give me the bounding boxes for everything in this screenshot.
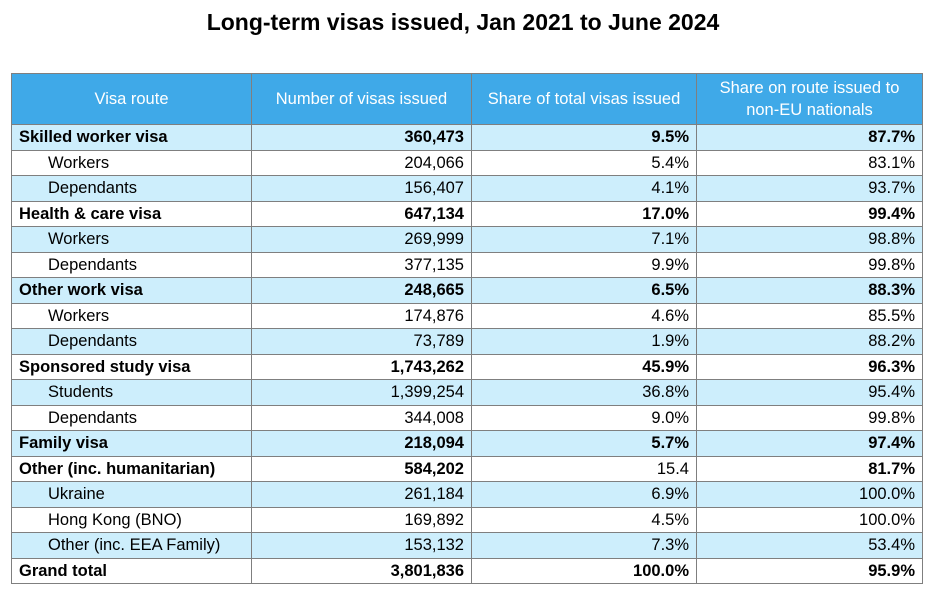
row-label: Hong Kong (BNO): [11, 506, 252, 533]
row-label: Other (inc. humanitarian): [11, 455, 252, 482]
row-label: Other work visa: [11, 277, 252, 304]
cell-share-non-eu: 95.9%: [696, 557, 923, 584]
row-label: Workers: [11, 302, 252, 329]
row-label: Dependants: [11, 328, 252, 355]
row-label: Dependants: [11, 404, 252, 431]
row-label: Family visa: [11, 430, 252, 457]
table-row: Workers 269,999 7.1% 98.8%: [11, 226, 923, 253]
header-visa-route: Visa route: [11, 73, 252, 125]
row-label: Workers: [11, 226, 252, 253]
cell-share-total: 4.6%: [471, 302, 697, 329]
cell-share-non-eu: 95.4%: [696, 379, 923, 406]
row-label: Other (inc. EEA Family): [11, 532, 252, 559]
cell-share-non-eu: 83.1%: [696, 149, 923, 176]
cell-share-non-eu: 99.8%: [696, 251, 923, 278]
cell-share-total: 45.9%: [471, 353, 697, 380]
cell-share-non-eu: 99.4%: [696, 200, 923, 227]
cell-share-non-eu: 88.2%: [696, 328, 923, 355]
cell-share-non-eu: 98.8%: [696, 226, 923, 253]
cell-share-non-eu: 87.7%: [696, 124, 923, 151]
table-row: Health & care visa 647,134 17.0% 99.4%: [11, 200, 923, 227]
cell-share-total: 100.0%: [471, 557, 697, 584]
cell-share-non-eu: 53.4%: [696, 532, 923, 559]
row-label: Skilled worker visa: [11, 124, 252, 151]
cell-number: 377,135: [251, 251, 472, 278]
cell-number: 218,094: [251, 430, 472, 457]
table-row: Hong Kong (BNO) 169,892 4.5% 100.0%: [11, 506, 923, 533]
cell-share-total: 7.3%: [471, 532, 697, 559]
cell-share-total: 9.9%: [471, 251, 697, 278]
cell-share-non-eu: 81.7%: [696, 455, 923, 482]
cell-share-total: 4.5%: [471, 506, 697, 533]
cell-share-non-eu: 97.4%: [696, 430, 923, 457]
cell-share-non-eu: 96.3%: [696, 353, 923, 380]
cell-share-total: 1.9%: [471, 328, 697, 355]
cell-number: 248,665: [251, 277, 472, 304]
table-row: Dependants 156,407 4.1% 93.7%: [11, 175, 923, 202]
cell-share-total: 17.0%: [471, 200, 697, 227]
header-share-non-eu: Share on route issued to non-EU national…: [696, 73, 923, 125]
cell-number: 1,399,254: [251, 379, 472, 406]
cell-share-total: 5.4%: [471, 149, 697, 176]
row-label: Students: [11, 379, 252, 406]
cell-share-non-eu: 88.3%: [696, 277, 923, 304]
table-header-row: Visa route Number of visas issued Share …: [11, 73, 923, 125]
cell-share-total: 7.1%: [471, 226, 697, 253]
table-row: Dependants 73,789 1.9% 88.2%: [11, 328, 923, 355]
cell-share-non-eu: 100.0%: [696, 506, 923, 533]
cell-share-total: 36.8%: [471, 379, 697, 406]
cell-share-non-eu: 99.8%: [696, 404, 923, 431]
table-title: Long-term visas issued, Jan 2021 to June…: [206, 9, 720, 35]
table-row: Dependants 344,008 9.0% 99.8%: [11, 404, 923, 431]
row-label: Dependants: [11, 175, 252, 202]
cell-number: 3,801,836: [251, 557, 472, 584]
cell-share-total: 5.7%: [471, 430, 697, 457]
table-row: Other (inc. humanitarian) 584,202 15.4 8…: [11, 455, 923, 482]
table-row: Family visa 218,094 5.7% 97.4%: [11, 430, 923, 457]
row-label: Ukraine: [11, 481, 252, 508]
cell-share-total: 9.5%: [471, 124, 697, 151]
table-row: Dependants 377,135 9.9% 99.8%: [11, 251, 923, 278]
visas-table: Visa route Number of visas issued Share …: [11, 73, 923, 584]
cell-share-total: 15.4: [471, 455, 697, 482]
cell-number: 156,407: [251, 175, 472, 202]
cell-number: 1,743,262: [251, 353, 472, 380]
row-label: Dependants: [11, 251, 252, 278]
table-row: Students 1,399,254 36.8% 95.4%: [11, 379, 923, 406]
cell-number: 269,999: [251, 226, 472, 253]
cell-number: 647,134: [251, 200, 472, 227]
row-label: Sponsored study visa: [11, 353, 252, 380]
table-row: Skilled worker visa 360,473 9.5% 87.7%: [11, 124, 923, 151]
table-row: Other work visa 248,665 6.5% 88.3%: [11, 277, 923, 304]
cell-share-total: 6.5%: [471, 277, 697, 304]
cell-share-total: 6.9%: [471, 481, 697, 508]
table-row: Sponsored study visa 1,743,262 45.9% 96.…: [11, 353, 923, 380]
table-row: Workers 174,876 4.6% 85.5%: [11, 302, 923, 329]
cell-number: 153,132: [251, 532, 472, 559]
cell-number: 169,892: [251, 506, 472, 533]
table-row: Workers 204,066 5.4% 83.1%: [11, 149, 923, 176]
cell-number: 174,876: [251, 302, 472, 329]
cell-number: 344,008: [251, 404, 472, 431]
header-share-total: Share of total visas issued: [471, 73, 697, 125]
cell-number: 73,789: [251, 328, 472, 355]
cell-number: 584,202: [251, 455, 472, 482]
cell-share-non-eu: 100.0%: [696, 481, 923, 508]
cell-share-total: 4.1%: [471, 175, 697, 202]
cell-number: 261,184: [251, 481, 472, 508]
grand-total-row: Grand total 3,801,836 100.0% 95.9%: [11, 557, 923, 584]
row-label: Grand total: [11, 557, 252, 584]
row-label: Workers: [11, 149, 252, 176]
row-label: Health & care visa: [11, 200, 252, 227]
cell-number: 360,473: [251, 124, 472, 151]
cell-share-non-eu: 93.7%: [696, 175, 923, 202]
cell-share-non-eu: 85.5%: [696, 302, 923, 329]
cell-number: 204,066: [251, 149, 472, 176]
header-number-issued: Number of visas issued: [251, 73, 472, 125]
table-row: Ukraine 261,184 6.9% 100.0%: [11, 481, 923, 508]
table-row: Other (inc. EEA Family) 153,132 7.3% 53.…: [11, 532, 923, 559]
cell-share-total: 9.0%: [471, 404, 697, 431]
